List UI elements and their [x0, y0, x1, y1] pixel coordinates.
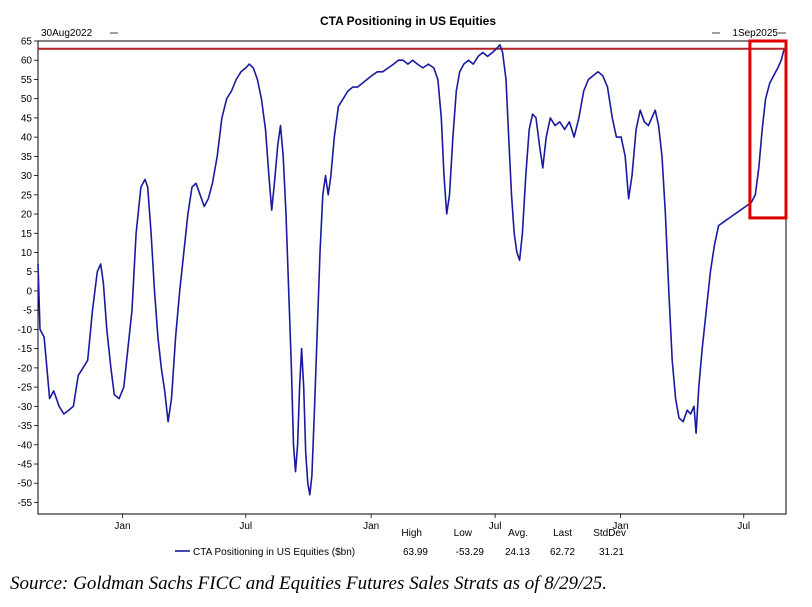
y-tick-label: -5: [23, 306, 32, 317]
range-end-label: 1Sep2025: [732, 28, 778, 39]
stat-header-last: Last: [553, 528, 572, 539]
x-tick-label: Jan: [114, 521, 130, 532]
y-tick-label: 45: [21, 113, 33, 124]
x-axis: Jan Jul Jan Jul Jan Jul: [114, 514, 750, 532]
cta-positioning-chart: CTA Positioning in US Equities 30Aug2022…: [18, 14, 788, 558]
y-tick-label: 10: [21, 248, 33, 259]
y-tick-label: 50: [21, 94, 33, 105]
x-tick-label: Jul: [239, 521, 252, 532]
stat-header-avg: Avg.: [508, 528, 528, 539]
y-tick-label: 65: [21, 37, 33, 48]
y-tick-label: -50: [18, 479, 33, 490]
stat-header-high: High: [401, 528, 422, 539]
stat-header-stddev: StdDev: [593, 528, 626, 539]
y-tick-label: 15: [21, 229, 33, 240]
y-tick-label: 60: [21, 56, 33, 67]
highlight-box: [748, 39, 788, 220]
stat-value-avg: 24.13: [505, 547, 530, 558]
x-tick-label: Jul: [489, 521, 502, 532]
legend-label: CTA Positioning in US Equities ($bn): [193, 547, 355, 558]
y-tick-label: 0: [26, 286, 32, 297]
stats-block: High Low Avg. Last StdDev CTA Positionin…: [175, 528, 626, 558]
y-tick-label: -10: [18, 325, 33, 336]
stat-value-low: -53.29: [456, 547, 485, 558]
y-tick-label: 55: [21, 75, 33, 86]
y-tick-label: -30: [18, 402, 33, 413]
y-tick-label: -15: [18, 344, 33, 355]
y-tick-label: 40: [21, 133, 33, 144]
range-start-label: 30Aug2022: [41, 28, 93, 39]
x-tick-label: Jan: [612, 521, 628, 532]
y-tick-label: 25: [21, 190, 33, 201]
y-tick-label: -45: [18, 460, 33, 471]
y-tick-label: -40: [18, 440, 33, 451]
y-tick-label: -35: [18, 421, 33, 432]
y-tick-label: -55: [18, 498, 33, 509]
y-tick-label: 5: [26, 267, 32, 278]
stat-value-last: 62.72: [550, 547, 575, 558]
stat-value-stddev: 31.21: [599, 547, 624, 558]
y-tick-label: 30: [21, 171, 33, 182]
series-line-cta-positioning: [37, 44, 785, 496]
stat-header-low: Low: [454, 528, 473, 539]
plot-area: [37, 40, 787, 515]
chart-title: CTA Positioning in US Equities: [320, 14, 496, 28]
y-tick-label: -25: [18, 383, 33, 394]
y-tick-label: 35: [21, 152, 33, 163]
stat-value-high: 63.99: [403, 547, 428, 558]
x-tick-label: Jul: [737, 521, 750, 532]
y-axis: 65605550454035302520151050-5-10-15-20-25…: [18, 37, 38, 509]
y-tick-label: -20: [18, 363, 33, 374]
source-note: Source: Goldman Sachs FICC and Equities …: [10, 573, 608, 594]
x-tick-label: Jan: [363, 521, 379, 532]
y-tick-label: 20: [21, 210, 33, 221]
